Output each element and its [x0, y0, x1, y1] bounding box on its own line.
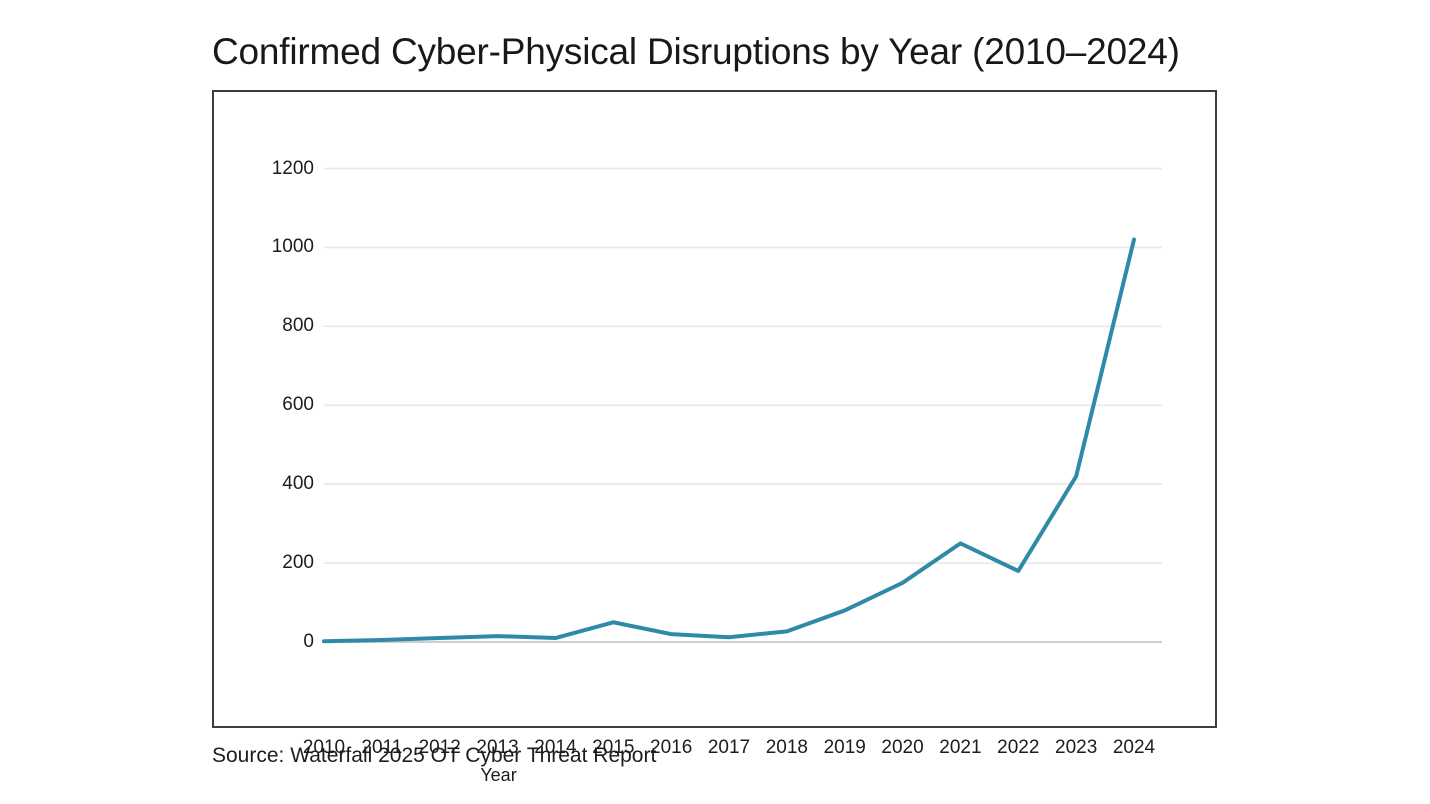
x-tick-label: 2024 — [1112, 737, 1156, 758]
gridlines — [324, 167, 1162, 564]
x-tick-label: 2021 — [939, 737, 982, 758]
data-series-line — [322, 237, 1136, 644]
y-tick-label: 400 — [282, 473, 314, 495]
page-title: Confirmed Cyber-Physical Disruptions by … — [212, 31, 1180, 72]
series-line-confirmed-disruptions — [322, 237, 1136, 644]
y-tick-label: 800 — [282, 315, 314, 337]
line-chart-plot — [322, 167, 1162, 644]
x-tick-label: 2014 — [534, 737, 577, 758]
x-tick-label: 2011 — [361, 737, 403, 758]
x-tick-label: 2022 — [997, 737, 1040, 758]
x-tick-label: 2010 — [302, 737, 346, 758]
x-tick-label: 2017 — [707, 737, 751, 758]
x-tick-label: 2019 — [823, 737, 866, 758]
y-tick-label: 1200 — [271, 157, 314, 179]
x-tick-label: 2023 — [1055, 737, 1098, 758]
x-tick-label: 2020 — [881, 737, 924, 758]
y-tick-label: 600 — [282, 394, 314, 416]
y-tick-label: 1000 — [271, 236, 314, 258]
x-tick-label: 2018 — [765, 737, 808, 758]
source-caption: Source: Waterfall 2025 OT Cyber Threat R… — [212, 744, 657, 767]
x-tick-label: 2013 — [476, 737, 519, 758]
chart-frame: 0 200 400 600 800 1000 1200 2010 2011 2012 2013 20… — [212, 90, 1217, 785]
x-tick-label: 2015 — [592, 737, 635, 758]
x-axis-title-label: Year — [480, 765, 517, 785]
x-tick-label: 2012 — [418, 737, 461, 758]
y-tick-label: 200 — [282, 552, 314, 574]
y-tick-label: 0 — [303, 631, 314, 652]
x-axis-title: Year — [214, 765, 1219, 786]
x-tick-label: 2016 — [650, 737, 693, 758]
